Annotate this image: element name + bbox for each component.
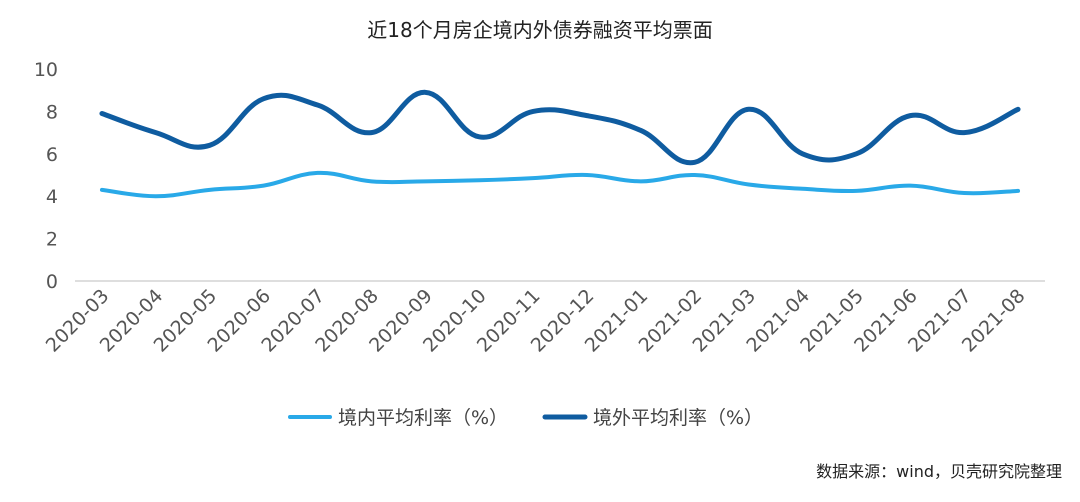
series-lines (99, 89, 1021, 199)
y-tick-label: 0 (46, 271, 58, 293)
source-note: 数据来源：wind，贝壳研究院整理 (816, 462, 1062, 481)
x-axis: 2020-032020-042020-052020-062020-072020-… (42, 285, 1030, 357)
series-line-overseas (99, 89, 1021, 166)
series-line-domestic (99, 170, 1021, 199)
y-tick-label: 6 (46, 144, 58, 166)
legend-label: 境外平均利率（%） (593, 407, 763, 429)
y-tick-label: 10 (34, 59, 58, 81)
chart-title: 近18个月房企境内外债券融资平均票面 (367, 18, 712, 42)
y-axis: 0 2 4 6 8 10 (34, 59, 58, 293)
y-tick-label: 4 (46, 186, 58, 208)
legend: 境内平均利率（%） 境外平均利率（%） (288, 407, 763, 429)
y-tick-label: 2 (46, 229, 58, 251)
legend-label: 境内平均利率（%） (338, 407, 508, 429)
y-tick-label: 8 (46, 101, 58, 123)
